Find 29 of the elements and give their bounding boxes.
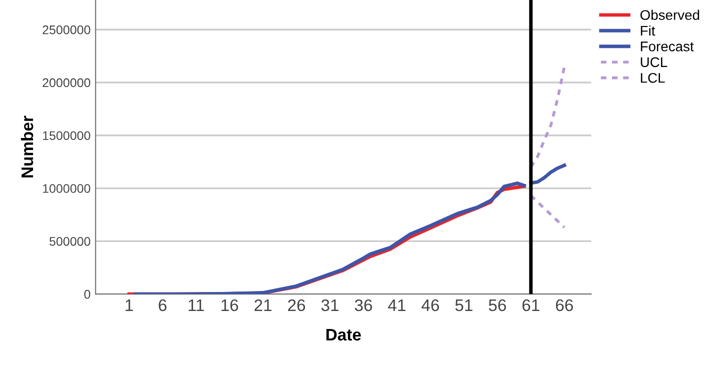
y-axis-title: Number bbox=[20, 116, 34, 178]
legend-label: Forecast bbox=[640, 42, 694, 52]
legend-label: UCL bbox=[640, 57, 668, 68]
line-series bbox=[530, 65, 566, 169]
x-tick-label: 61 bbox=[522, 299, 540, 312]
x-tick-label: 66 bbox=[556, 299, 573, 312]
y-tick-label: 1000000 bbox=[43, 184, 90, 193]
y-tick-label: 1500000 bbox=[43, 131, 90, 140]
x-tick-label: 51 bbox=[455, 300, 472, 312]
x-tick-label: 21 bbox=[254, 299, 272, 311]
x-tick-label: 16 bbox=[222, 299, 238, 312]
y-tick-label: 500000 bbox=[50, 236, 90, 246]
y-tick-label: 2000000 bbox=[42, 78, 90, 88]
legend-label: LCL bbox=[640, 72, 665, 83]
x-tick-label: 31 bbox=[321, 299, 338, 312]
x-tick-label: 1 bbox=[126, 300, 133, 311]
y-tick-label: 0 bbox=[84, 290, 90, 299]
legend-label: Observed bbox=[640, 10, 700, 20]
x-tick-label: 6 bbox=[158, 299, 166, 312]
x-tick-label: 56 bbox=[488, 299, 506, 312]
x-tick-label: 36 bbox=[354, 299, 372, 312]
line-series bbox=[530, 194, 566, 229]
x-tick-label: 41 bbox=[388, 300, 406, 311]
x-tick-label: 11 bbox=[188, 300, 204, 311]
legend-label: Fit bbox=[640, 25, 656, 36]
x-axis-title: Date bbox=[326, 328, 361, 341]
x-tick-label: 46 bbox=[422, 299, 439, 312]
x-tick-label: 26 bbox=[288, 299, 306, 312]
y-tick-label: 2500000 bbox=[42, 25, 90, 34]
